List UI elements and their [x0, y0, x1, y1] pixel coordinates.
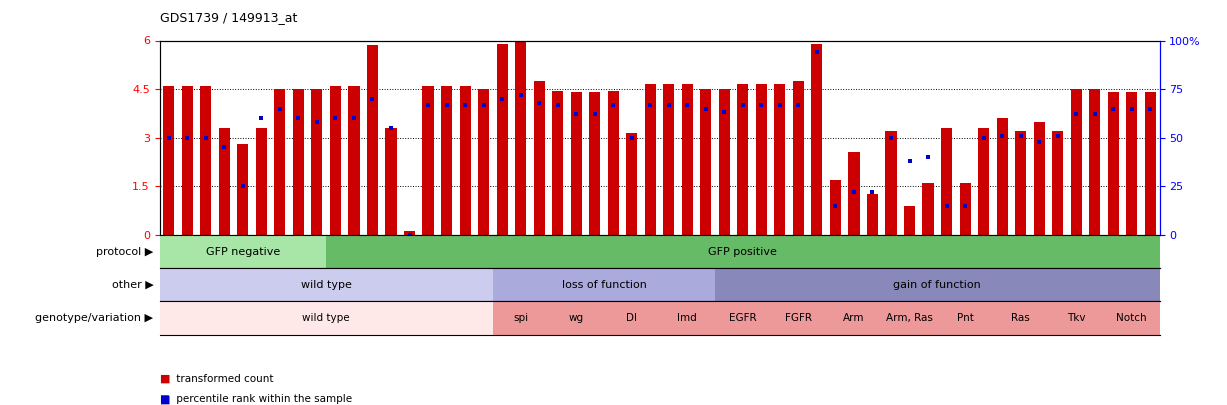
Text: FGFR: FGFR	[785, 313, 812, 323]
Bar	[882, 301, 937, 335]
Bar	[367, 45, 378, 235]
Bar	[978, 128, 989, 235]
Text: Notch: Notch	[1117, 313, 1147, 323]
Bar	[534, 81, 545, 235]
Text: ■  transformed count: ■ transformed count	[160, 374, 274, 384]
Text: wg: wg	[568, 313, 584, 323]
Bar	[682, 84, 693, 235]
Bar	[664, 84, 675, 235]
Bar	[440, 86, 452, 235]
Text: protocol ▶: protocol ▶	[96, 247, 153, 256]
Bar	[312, 89, 323, 235]
Bar	[326, 235, 1160, 268]
Bar	[941, 128, 952, 235]
Bar	[1090, 89, 1101, 235]
Bar	[255, 128, 267, 235]
Bar	[1033, 122, 1044, 235]
Bar	[774, 84, 785, 235]
Text: spi: spi	[513, 313, 528, 323]
Bar	[793, 81, 804, 235]
Bar	[385, 128, 396, 235]
Text: genotype/variation ▶: genotype/variation ▶	[36, 313, 153, 323]
Text: ■  percentile rank within the sample: ■ percentile rank within the sample	[160, 394, 352, 404]
Bar	[1071, 89, 1082, 235]
Bar	[923, 183, 934, 235]
Text: Arm, Ras: Arm, Ras	[886, 313, 933, 323]
Bar	[459, 86, 471, 235]
Bar	[993, 301, 1048, 335]
Bar	[200, 86, 211, 235]
Bar	[182, 86, 193, 235]
Bar	[548, 301, 604, 335]
Text: wild type: wild type	[301, 280, 352, 290]
Text: loss of function: loss of function	[562, 280, 647, 290]
Bar	[1015, 131, 1026, 235]
Bar	[1104, 301, 1160, 335]
Bar	[497, 44, 508, 235]
Bar	[275, 89, 286, 235]
Bar	[571, 92, 582, 235]
Bar	[330, 86, 341, 235]
Text: Tkv: Tkv	[1067, 313, 1086, 323]
Text: EGFR: EGFR	[729, 313, 757, 323]
Bar	[701, 89, 712, 235]
Text: GDS1739 / 149913_at: GDS1739 / 149913_at	[160, 11, 297, 24]
Bar	[886, 131, 897, 235]
Bar	[552, 91, 563, 235]
Bar	[756, 84, 767, 235]
Bar	[515, 40, 526, 235]
Bar	[422, 86, 433, 235]
Text: GFP negative: GFP negative	[206, 247, 280, 256]
Bar	[659, 301, 715, 335]
Bar	[1145, 92, 1156, 235]
Text: ■: ■	[160, 374, 171, 384]
Bar	[937, 301, 993, 335]
Bar	[960, 183, 971, 235]
Bar	[996, 118, 1007, 235]
Bar	[493, 301, 548, 335]
Bar	[715, 301, 771, 335]
Bar	[237, 144, 248, 235]
Bar	[626, 133, 637, 235]
Bar	[1048, 301, 1104, 335]
Bar	[826, 301, 882, 335]
Text: gain of function: gain of function	[893, 280, 982, 290]
Text: other ▶: other ▶	[112, 280, 153, 290]
Bar	[589, 92, 600, 235]
Bar	[1126, 92, 1137, 235]
Bar	[604, 301, 660, 335]
Bar	[867, 194, 879, 235]
Bar	[404, 231, 415, 235]
Text: Pnt: Pnt	[957, 313, 973, 323]
Bar	[607, 91, 618, 235]
Bar	[1108, 92, 1119, 235]
Bar	[737, 84, 748, 235]
Bar	[715, 268, 1160, 301]
Bar	[1052, 131, 1064, 235]
Text: GFP positive: GFP positive	[708, 247, 777, 256]
Bar	[163, 86, 174, 235]
Bar	[811, 44, 822, 235]
Text: Ras: Ras	[1011, 313, 1029, 323]
Bar	[904, 206, 915, 235]
Bar	[293, 89, 304, 235]
Bar	[160, 268, 493, 301]
Text: wild type: wild type	[302, 313, 350, 323]
Text: Dl: Dl	[626, 313, 637, 323]
Bar	[348, 86, 360, 235]
Text: ■: ■	[160, 394, 171, 404]
Bar	[160, 301, 493, 335]
Bar	[719, 89, 730, 235]
Text: Arm: Arm	[843, 313, 865, 323]
Bar	[218, 128, 229, 235]
Bar	[493, 268, 715, 301]
Bar	[848, 152, 859, 235]
Bar	[644, 84, 655, 235]
Bar	[160, 235, 326, 268]
Bar	[479, 89, 490, 235]
Bar	[771, 301, 826, 335]
Bar	[829, 180, 840, 235]
Text: Imd: Imd	[677, 313, 697, 323]
